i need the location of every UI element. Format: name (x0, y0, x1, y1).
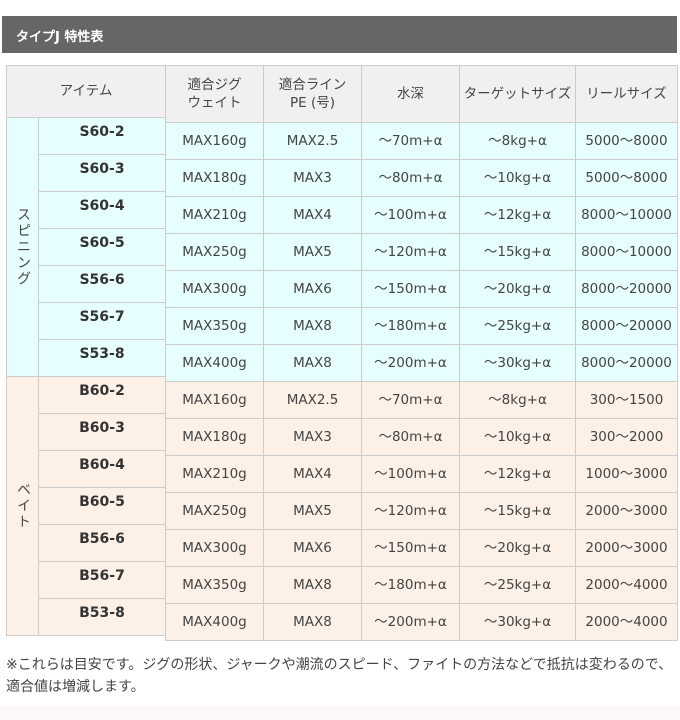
table-cell: MAX180g (165, 418, 264, 456)
table-cell: 8000～10000 (575, 196, 678, 234)
table-cell: ～120m+α (361, 233, 460, 271)
table-cell: MAX4 (263, 196, 362, 234)
table-cell: ～100m+α (361, 455, 460, 493)
item-name: B60-2 (38, 376, 166, 414)
table-cell: ～80m+α (361, 418, 460, 456)
table-cell: 300～2000 (575, 418, 678, 456)
item-name: S60-4 (38, 191, 166, 229)
header-5: リールサイズ (575, 65, 678, 123)
table-cell: ～20kg+α (459, 529, 576, 567)
table-cell: MAX2.5 (263, 122, 362, 160)
table-cell: ～200m+α (361, 603, 460, 641)
table-cell: 8000～20000 (575, 307, 678, 345)
table-cell: 8000～20000 (575, 344, 678, 382)
item-name: B56-7 (38, 561, 166, 599)
item-name: S60-5 (38, 228, 166, 266)
item-name: B53-8 (38, 598, 166, 636)
table-cell: MAX210g (165, 196, 264, 234)
table-cell: ～8kg+α (459, 122, 576, 160)
table-cell: MAX400g (165, 344, 264, 382)
table-cell: MAX4 (263, 455, 362, 493)
header-3: 水深 (361, 65, 460, 123)
table-cell: ～30kg+α (459, 603, 576, 641)
table-cell: ～20kg+α (459, 270, 576, 308)
footnote: ※これらは目安です。ジグの形状、ジャークや潮流のスピード、ファイトの方法などで抵… (6, 657, 673, 695)
table-cell: MAX300g (165, 270, 264, 308)
table-cell: 300～1500 (575, 381, 678, 419)
bottom-strip (0, 705, 680, 720)
table-cell: ～70m+α (361, 381, 460, 419)
table-cell: MAX8 (263, 307, 362, 345)
table-cell: MAX160g (165, 381, 264, 419)
table-cell: MAX8 (263, 566, 362, 604)
table-cell: ～10kg+α (459, 418, 576, 456)
table-cell: ～15kg+α (459, 233, 576, 271)
group-label-bait: ベイト (6, 376, 39, 636)
header-2: 適合ライン PE (号) (263, 65, 362, 123)
section-title: タイプJ 特性表 (16, 30, 104, 45)
table-cell: ～12kg+α (459, 455, 576, 493)
item-name: S53-8 (38, 339, 166, 377)
header-1: 適合ジグ ウェイト (165, 65, 264, 123)
table-cell: 1000～3000 (575, 455, 678, 493)
table-cell: MAX3 (263, 418, 362, 456)
table-cell: ～10kg+α (459, 159, 576, 197)
table-cell: MAX300g (165, 529, 264, 567)
item-name: S56-6 (38, 265, 166, 303)
table-cell: MAX6 (263, 529, 362, 567)
table-cell: ～70m+α (361, 122, 460, 160)
table-cell: ～12kg+α (459, 196, 576, 234)
table-cell: MAX400g (165, 603, 264, 641)
table-cell: MAX5 (263, 233, 362, 271)
table-cell: MAX250g (165, 492, 264, 530)
table-cell: ～25kg+α (459, 566, 576, 604)
item-name: S56-7 (38, 302, 166, 340)
table-cell: ～180m+α (361, 566, 460, 604)
table-cell: MAX6 (263, 270, 362, 308)
table-cell: MAX5 (263, 492, 362, 530)
table-cell: ～180m+α (361, 307, 460, 345)
table-cell: ～120m+α (361, 492, 460, 530)
item-name: B60-3 (38, 413, 166, 451)
table-cell: 5000～8000 (575, 122, 678, 160)
table-cell: 8000～10000 (575, 233, 678, 271)
table-cell: 5000～8000 (575, 159, 678, 197)
table-cell: MAX2.5 (263, 381, 362, 419)
table-cell: ～100m+α (361, 196, 460, 234)
table-cell: MAX8 (263, 603, 362, 641)
table-cell: 8000～20000 (575, 270, 678, 308)
table-cell: MAX350g (165, 566, 264, 604)
table-cell: ～80m+α (361, 159, 460, 197)
table-cell: MAX210g (165, 455, 264, 493)
group-label-spinning: スピニング (6, 117, 39, 377)
table-cell: 2000～4000 (575, 566, 678, 604)
table-cell: MAX250g (165, 233, 264, 271)
header-4: ターゲットサイズ (459, 65, 576, 123)
table-cell: ～15kg+α (459, 492, 576, 530)
table-cell: 2000～4000 (575, 603, 678, 641)
header-item: アイテム (6, 65, 166, 118)
table-cell: 2000～3000 (575, 529, 678, 567)
section-title-bar: タイプJ 特性表 (2, 16, 677, 53)
table-cell: MAX160g (165, 122, 264, 160)
table-cell: ～150m+α (361, 529, 460, 567)
item-name: B60-5 (38, 487, 166, 525)
table-cell: ～200m+α (361, 344, 460, 382)
table-cell: MAX180g (165, 159, 264, 197)
item-name: B56-6 (38, 524, 166, 562)
item-name: S60-2 (38, 117, 166, 155)
item-name: S60-3 (38, 154, 166, 192)
table-cell: ～8kg+α (459, 381, 576, 419)
item-name: B60-4 (38, 450, 166, 488)
table-cell: MAX3 (263, 159, 362, 197)
table-cell: MAX8 (263, 344, 362, 382)
table-cell: ～25kg+α (459, 307, 576, 345)
table-cell: 2000～3000 (575, 492, 678, 530)
table-cell: MAX350g (165, 307, 264, 345)
table-cell: ～150m+α (361, 270, 460, 308)
table-cell: ～30kg+α (459, 344, 576, 382)
